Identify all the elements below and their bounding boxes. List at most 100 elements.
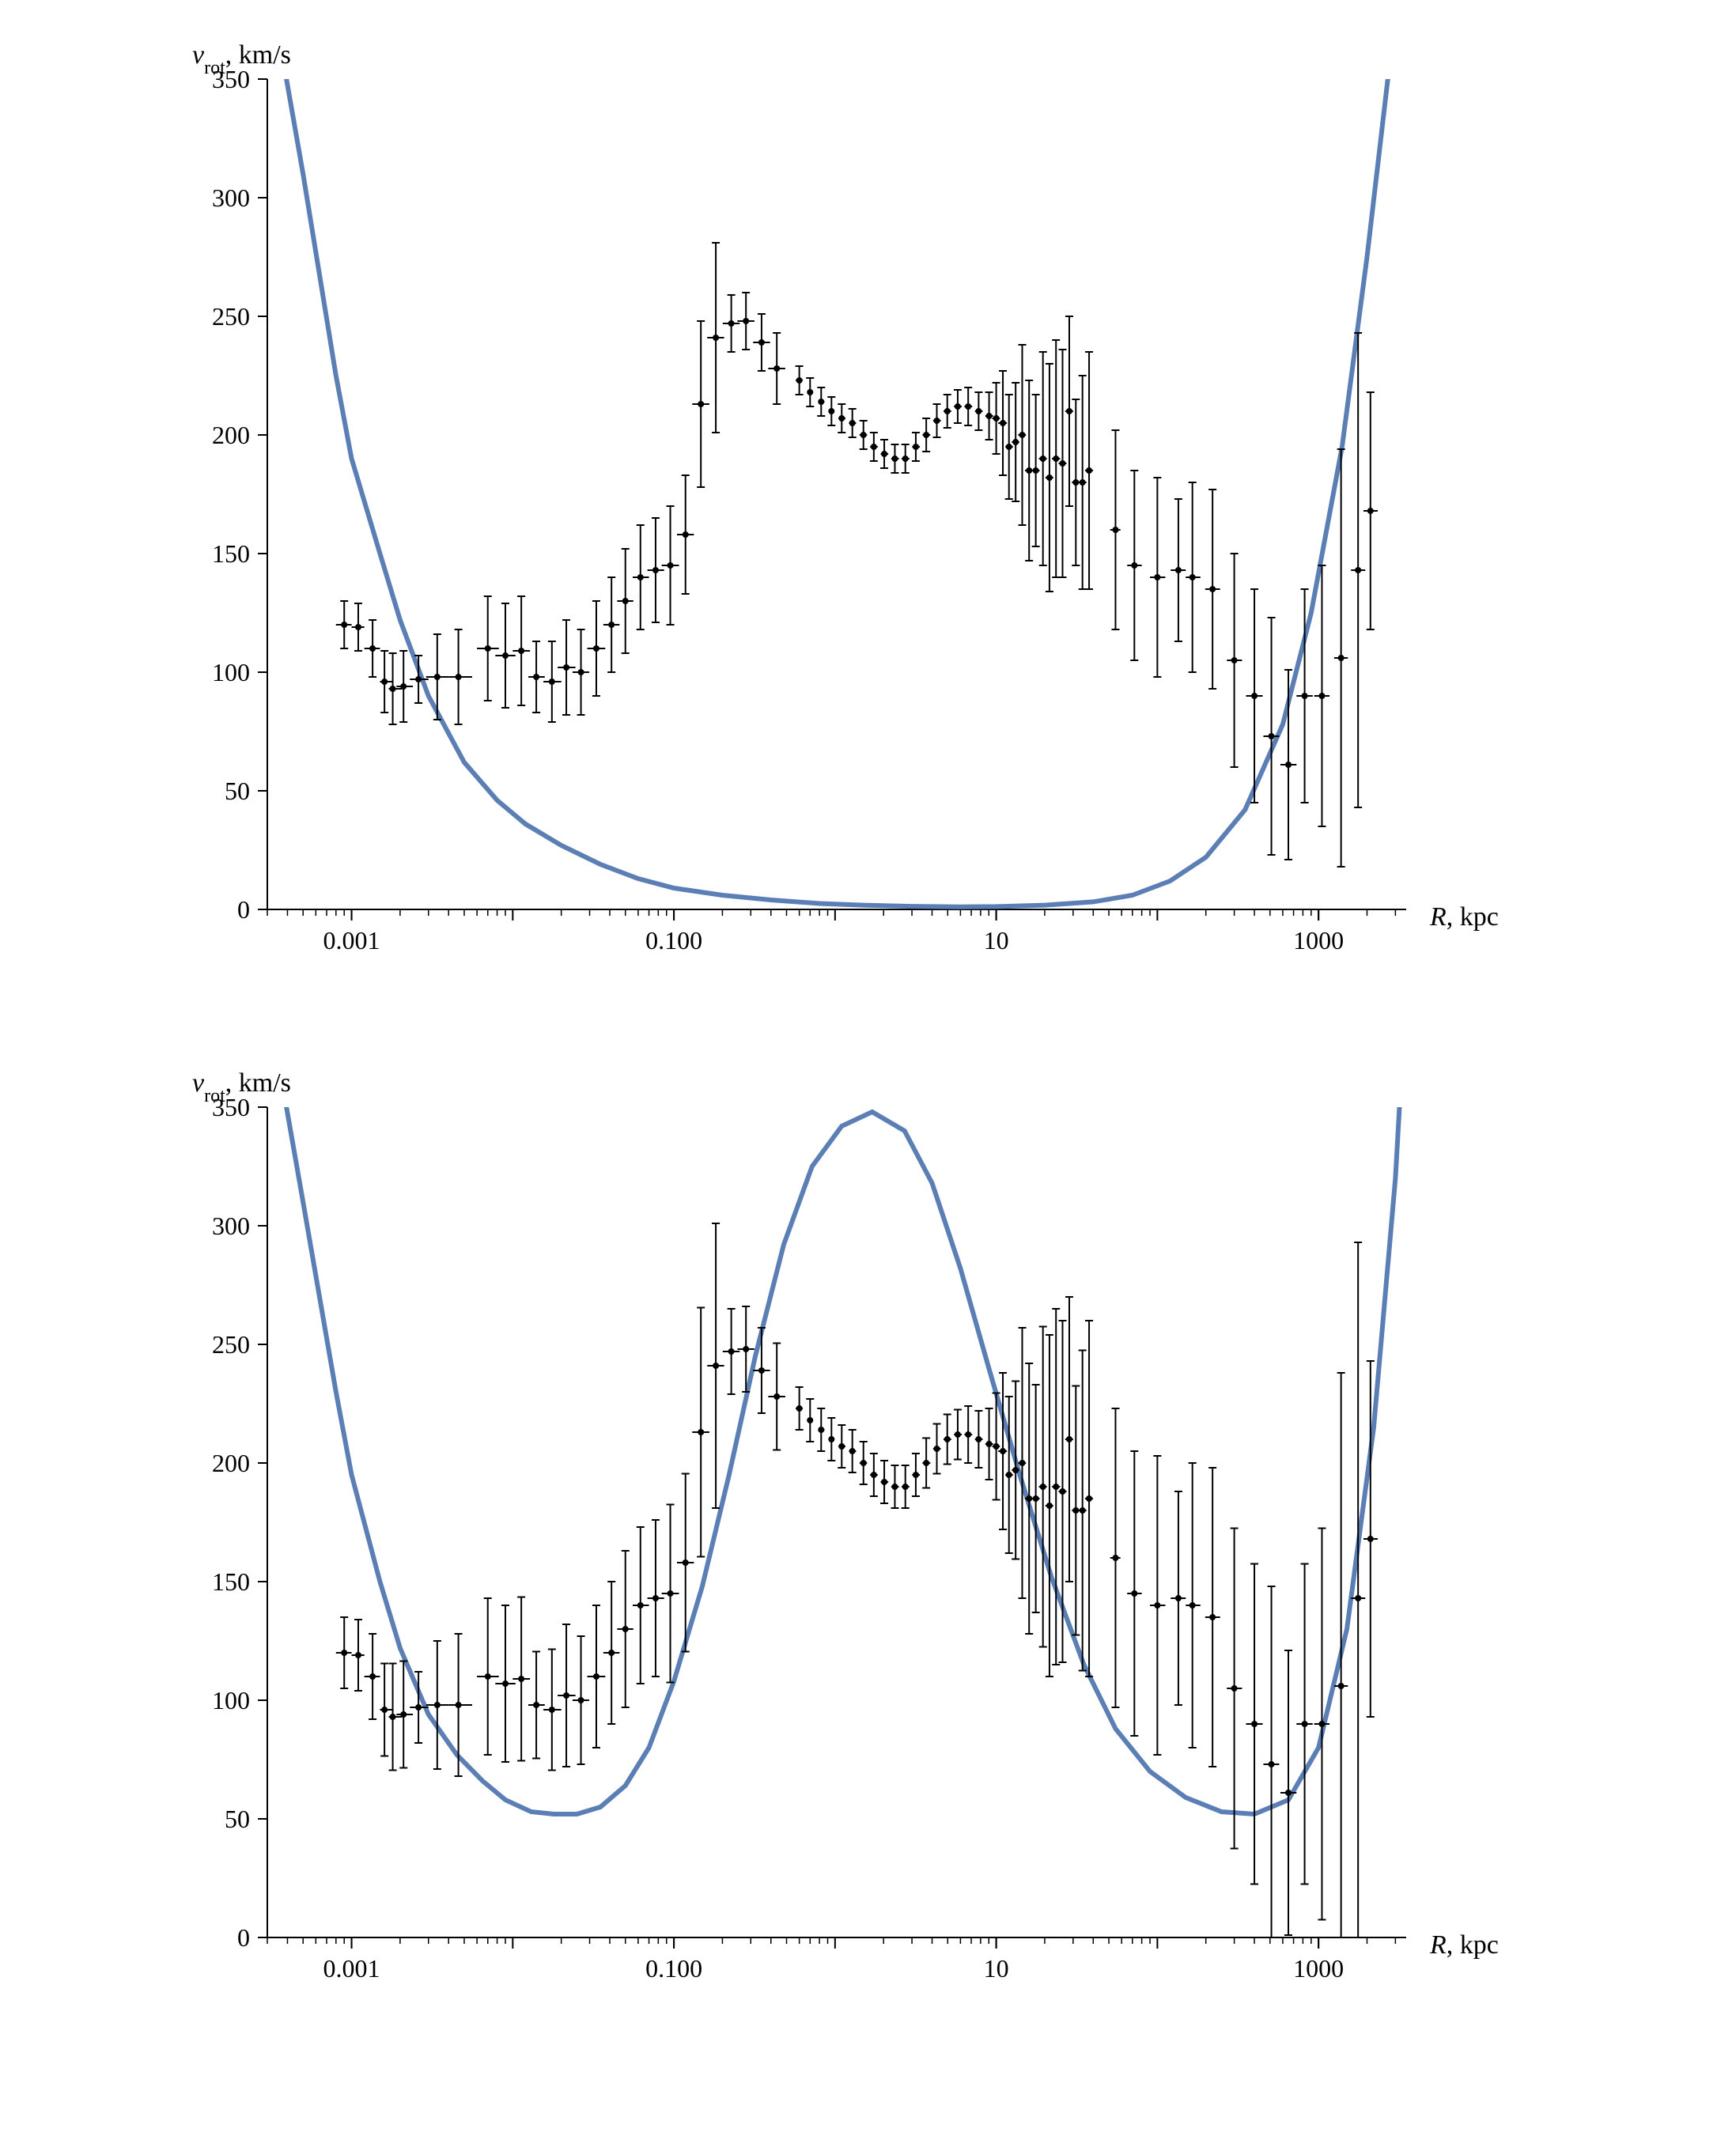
data-point — [682, 1559, 688, 1566]
data-point — [1174, 1595, 1181, 1601]
data-point — [1154, 1602, 1160, 1609]
y-tick-label: 100 — [212, 658, 250, 686]
data-point — [1032, 1495, 1038, 1502]
data-point — [652, 1595, 658, 1601]
data-point — [1005, 444, 1012, 450]
data-point — [563, 1692, 569, 1699]
data-point — [369, 1673, 376, 1680]
y-tick-label: 0 — [237, 895, 250, 924]
data-point — [954, 1431, 960, 1438]
data-point — [912, 1472, 918, 1478]
data-point — [1231, 1685, 1237, 1692]
data-point — [713, 1363, 719, 1369]
bottom-chart-svg: 0501001502002503003500.0010.100101000vro… — [157, 1060, 1580, 2024]
data-point — [592, 1673, 599, 1680]
top-chart: 0501001502002503003500.0010.100101000vro… — [157, 32, 1580, 996]
data-point — [860, 1460, 866, 1466]
x-tick-label: 0.001 — [323, 926, 380, 955]
y-tick-label: 250 — [212, 1330, 250, 1359]
data-point — [773, 1393, 780, 1400]
data-point — [796, 1405, 802, 1412]
x-axis-label: R, kpc — [1429, 902, 1499, 932]
data-point — [389, 1714, 395, 1720]
data-point — [1086, 1495, 1092, 1502]
data-point — [849, 420, 855, 426]
data-point — [501, 1680, 508, 1687]
data-point — [1046, 1503, 1052, 1509]
data-point — [993, 1443, 999, 1450]
data-point — [1019, 1460, 1025, 1466]
data-point — [881, 1479, 887, 1485]
data-point — [902, 1484, 908, 1490]
data-point — [807, 1417, 813, 1423]
data-point — [1209, 586, 1216, 592]
data-point — [944, 408, 950, 414]
data-point — [912, 444, 918, 450]
data-point — [354, 1652, 361, 1658]
data-point — [1059, 1488, 1065, 1495]
data-point — [944, 1436, 950, 1442]
data-point — [354, 624, 361, 630]
data-point — [455, 1702, 461, 1708]
data-point — [1026, 467, 1032, 474]
data-point — [1039, 456, 1046, 462]
data-point — [1131, 562, 1137, 569]
data-point — [1189, 1602, 1195, 1609]
data-point — [563, 664, 569, 671]
data-point — [1337, 1683, 1344, 1689]
x-tick-label: 0.001 — [323, 1954, 380, 1983]
data-point — [1053, 456, 1059, 462]
data-point — [698, 1429, 704, 1435]
data-point — [796, 377, 802, 384]
data-point — [652, 567, 658, 573]
data-point — [828, 408, 834, 414]
top-chart-svg: 0501001502002503003500.0010.100101000vro… — [157, 32, 1580, 996]
data-point — [860, 432, 866, 438]
data-point — [1189, 574, 1195, 580]
x-tick-label: 10 — [983, 1954, 1008, 1983]
data-point — [484, 1673, 490, 1680]
y-tick-label: 100 — [212, 1686, 250, 1714]
data-point — [698, 401, 704, 407]
bottom-chart: 0501001502002503003500.0010.100101000vro… — [157, 1060, 1580, 2024]
data-point — [985, 1441, 992, 1447]
data-point — [518, 648, 524, 654]
data-point — [369, 645, 376, 652]
data-point — [838, 415, 845, 422]
data-point — [1072, 479, 1079, 486]
data-point — [923, 1460, 929, 1466]
data-point — [1301, 693, 1307, 699]
data-point — [341, 622, 347, 628]
data-point — [433, 674, 440, 680]
data-point — [728, 1348, 734, 1355]
data-point — [1000, 1448, 1006, 1454]
data-point — [1086, 467, 1092, 474]
data-point — [965, 1431, 971, 1438]
data-point — [637, 574, 643, 580]
data-point — [818, 1427, 824, 1433]
y-tick-label: 250 — [212, 302, 250, 331]
data-point — [1301, 1721, 1307, 1727]
y-tick-label: 200 — [212, 421, 250, 449]
data-point — [1154, 574, 1160, 580]
data-point — [881, 451, 887, 457]
data-point — [622, 598, 628, 604]
x-tick-label: 1000 — [1293, 926, 1344, 955]
data-point — [713, 335, 719, 341]
data-point — [1019, 432, 1025, 438]
data-point — [1039, 1484, 1046, 1490]
x-tick-label: 1000 — [1293, 1954, 1344, 1983]
y-tick-label: 150 — [212, 539, 250, 568]
data-point — [1209, 1614, 1216, 1620]
data-point — [1318, 1721, 1325, 1727]
data-point — [993, 415, 999, 422]
data-point — [433, 1702, 440, 1708]
data-point — [577, 669, 584, 675]
y-tick-label: 50 — [225, 1805, 250, 1833]
data-point — [1251, 693, 1258, 699]
data-point — [743, 318, 749, 324]
y-tick-label: 200 — [212, 1449, 250, 1477]
y-tick-label: 50 — [225, 777, 250, 805]
data-point — [954, 403, 960, 410]
data-point — [965, 403, 971, 410]
